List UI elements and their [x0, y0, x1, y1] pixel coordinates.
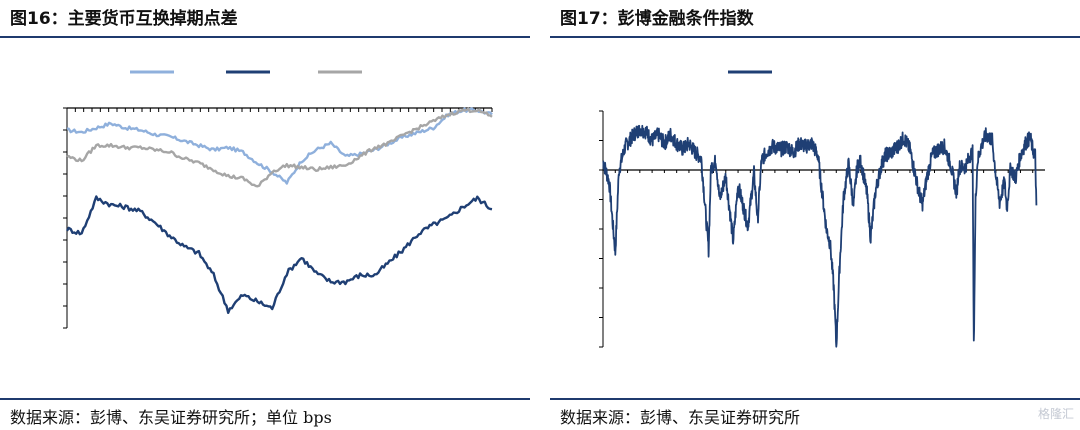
watermark-logo: 格隆汇 [1037, 407, 1074, 421]
left-chart-title: 图16：主要货币互换掉期点差 [10, 9, 238, 29]
series-line-0 [602, 124, 1038, 348]
right-title-rule [550, 36, 1080, 38]
right-chart-title: 图17：彭博金融条件指数 [560, 9, 754, 29]
right-source-note: 数据来源：彭博、东吴证券研究所 [560, 408, 801, 427]
right-source-rule [550, 398, 1080, 400]
left-chart-canvas [63, 70, 493, 329]
left-source-rule [0, 398, 530, 400]
right-chart-panel: 图17：彭博金融条件指数 数据来源：彭博、东吴证券研究所 [550, 0, 1080, 430]
left-chart-panel: 图16：主要货币互换掉期点差 数据来源：彭博、东吴证券研究所；单位 bps [0, 0, 530, 430]
right-chart-canvas [599, 70, 1045, 348]
series-line-2 [66, 107, 493, 188]
left-source-note: 数据来源：彭博、东吴证券研究所；单位 bps [10, 408, 332, 427]
left-title-rule [0, 36, 530, 38]
series-line-1 [65, 195, 493, 314]
series-line-0 [66, 107, 493, 185]
